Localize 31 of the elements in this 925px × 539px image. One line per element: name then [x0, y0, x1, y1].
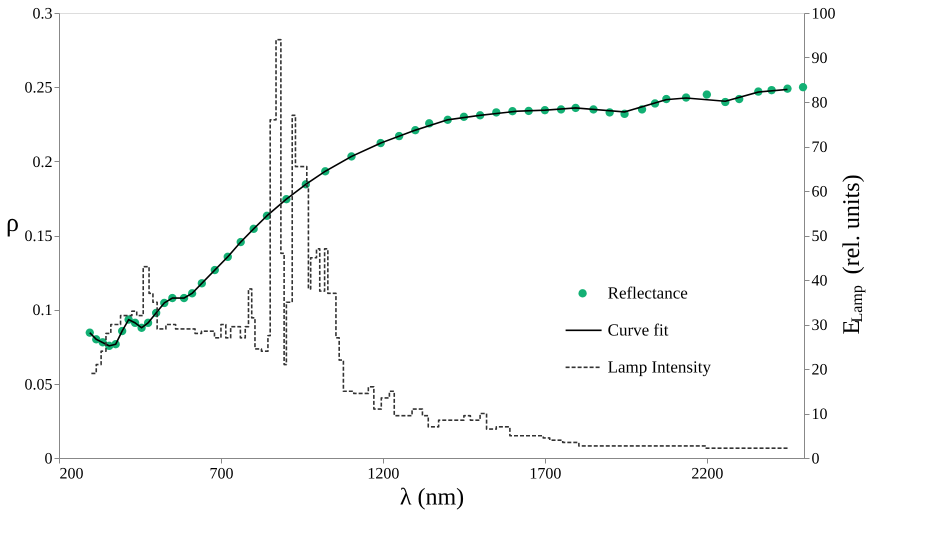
y2-axis-title: ELamp (rel. units): [839, 174, 866, 334]
y-tick-label: 0.25: [24, 80, 52, 97]
y-tick-label: 0.05: [24, 376, 52, 394]
y-tick-label: 0: [44, 450, 52, 468]
y2-tick-label: 40: [812, 272, 828, 290]
y2-tick-label: 0: [812, 450, 820, 468]
y2-tick-label: 70: [812, 139, 828, 156]
legend-label: Curve fit: [608, 320, 669, 340]
x-tick-label: 1200: [367, 466, 400, 482]
y2-tick-label: 10: [812, 406, 828, 423]
legend-label: Lamp Intensity: [608, 357, 712, 376]
y2-tick-label: 90: [812, 50, 828, 67]
point: [702, 90, 712, 99]
x-axis-title: λ (nm): [400, 484, 464, 510]
legend-label: Reflectance: [608, 283, 688, 302]
y-axis-title: ρ: [6, 208, 19, 237]
y2-tick-label: 60: [812, 184, 828, 200]
y2-tick-label: 50: [812, 228, 828, 245]
x-tick-label: 2200: [691, 466, 724, 482]
x-tick-label: 1700: [529, 466, 562, 482]
y2-tick-label: 30: [812, 317, 828, 334]
x-tick-label: 700: [209, 466, 234, 482]
y2-tick-label: 20: [812, 362, 828, 378]
y2-tick-label: 100: [812, 6, 836, 22]
y-tick-label: 0.2: [32, 154, 52, 171]
point: [798, 82, 808, 92]
y-tick-label: 0.1: [32, 302, 52, 320]
y-tick-label: 0.3: [32, 6, 52, 22]
y2-tick-label: 80: [812, 94, 828, 112]
y-tick-label: 0.15: [24, 228, 52, 245]
x-tick-label: 200: [60, 466, 84, 482]
